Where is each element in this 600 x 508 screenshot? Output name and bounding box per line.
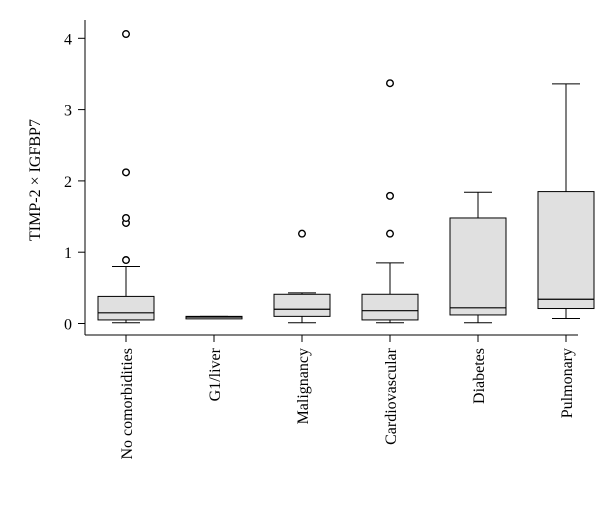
box: [97, 295, 155, 321]
outlier-point: [386, 229, 395, 238]
x-tick-label: Malignancy: [295, 348, 312, 424]
box: [537, 191, 595, 310]
outlier-point: [121, 213, 130, 222]
y-tick-label: 2: [64, 174, 72, 191]
outlier-point: [121, 30, 130, 39]
box: [449, 217, 507, 316]
box-group: [185, 315, 243, 320]
box-group: [97, 30, 155, 324]
x-tick-label: G1/liver: [207, 347, 224, 401]
box-group: [273, 229, 331, 324]
box-group: [449, 191, 507, 324]
x-tick-label: No comorbidities: [119, 348, 136, 460]
outlier-point: [386, 191, 395, 200]
box-group: [537, 83, 595, 320]
x-axis: No comorbidities G1/liver Malignancy Cardio…: [85, 334, 578, 460]
outlier-point: [386, 79, 395, 88]
y-tick-label: 4: [64, 31, 72, 48]
y-axis-label: TIMP-2 × IGFBP7: [27, 119, 44, 241]
y-tick-label: 3: [64, 103, 72, 120]
boxes: [97, 30, 595, 324]
x-tick-label: Diabetes: [471, 348, 488, 404]
box: [361, 293, 419, 321]
x-tick-label: Pulmonary: [559, 348, 576, 418]
y-tick-label: 0: [64, 317, 72, 334]
outlier-point: [121, 168, 130, 177]
box: [273, 293, 331, 317]
outlier-point: [121, 256, 130, 265]
outlier-point: [298, 229, 307, 238]
y-tick-label: 1: [64, 245, 72, 262]
y-axis: 0 1 2 3 4: [64, 20, 86, 335]
x-tick-label: Cardiovascular: [383, 347, 400, 445]
box-group: [361, 79, 419, 324]
